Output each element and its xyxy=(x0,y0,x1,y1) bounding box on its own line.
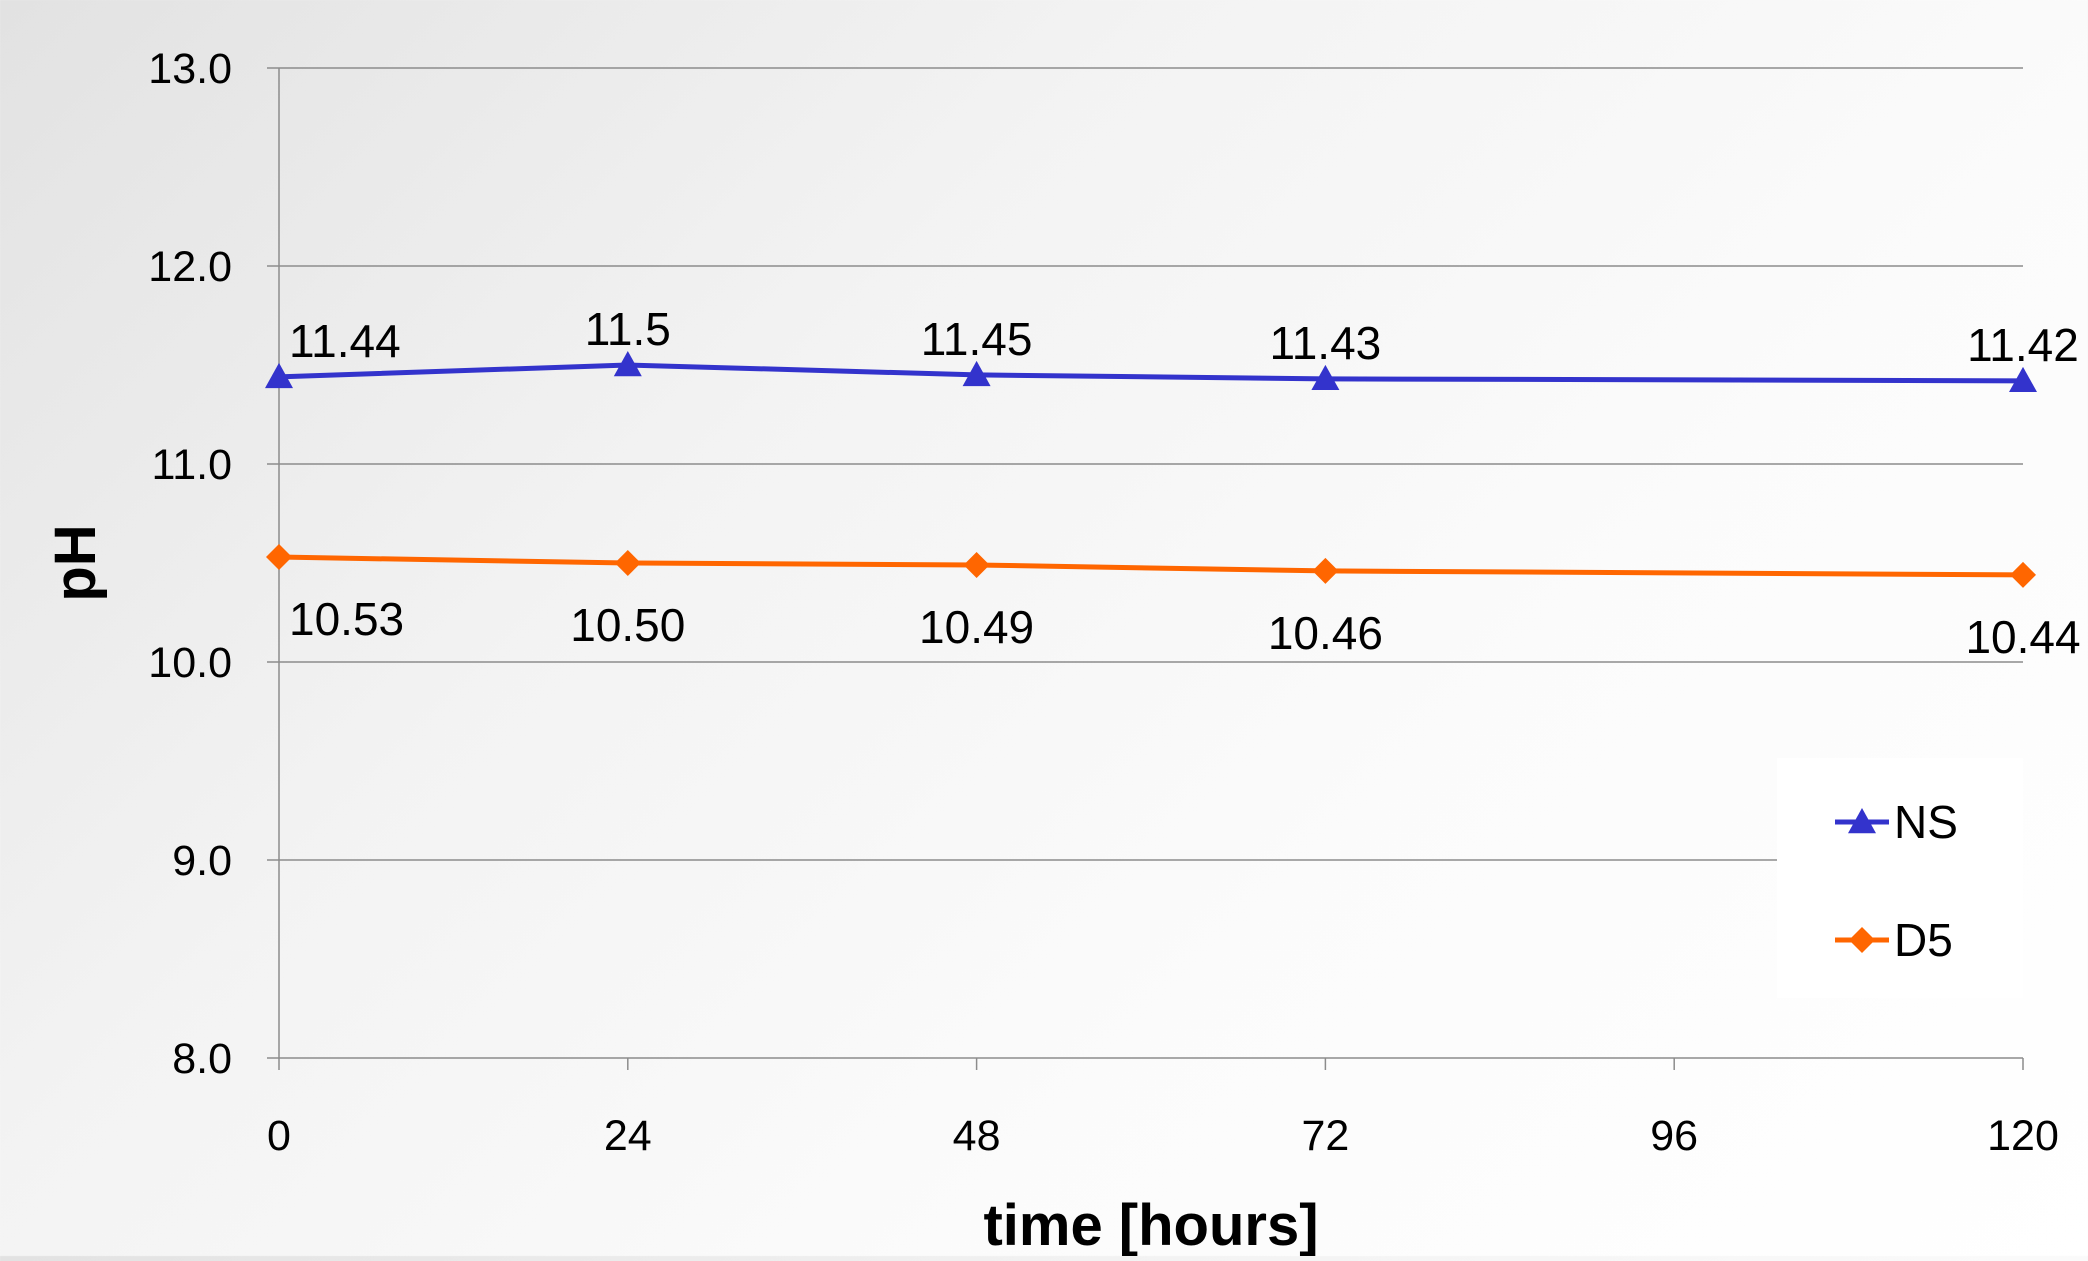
y-axis-title: pH xyxy=(43,524,108,601)
data-label-ns: 11.44 xyxy=(289,315,401,367)
y-tick-label: 12.0 xyxy=(148,243,232,291)
legend-box xyxy=(1777,758,2023,998)
data-point-d5 xyxy=(614,550,641,576)
data-label-d5: 10.50 xyxy=(570,599,685,651)
legend-marker-ns xyxy=(1848,808,1876,834)
data-point-ns xyxy=(2009,366,2037,393)
x-tick-label: 120 xyxy=(1987,1112,2059,1160)
data-label-d5: 10.49 xyxy=(919,601,1034,653)
x-tick-label: 24 xyxy=(604,1112,652,1160)
data-point-d5 xyxy=(2010,561,2036,588)
legend-label-d5: D5 xyxy=(1894,914,1953,966)
y-tick-label: 13.0 xyxy=(148,45,232,93)
data-label-ns: 11.45 xyxy=(921,313,1033,365)
data-label-ns: 11.5 xyxy=(585,303,671,355)
x-tick-label: 72 xyxy=(1301,1112,1349,1160)
data-point-ns xyxy=(265,362,293,389)
data-point-ns xyxy=(613,351,642,377)
x-tick-label: 48 xyxy=(953,1112,1001,1160)
data-point-d5 xyxy=(266,544,292,571)
data-label-d5: 10.53 xyxy=(289,593,404,645)
data-point-ns xyxy=(962,360,991,387)
data-label-ns: 11.43 xyxy=(1270,317,1382,369)
x-axis-title: time [hours] xyxy=(983,1193,1318,1256)
data-label-d5: 10.46 xyxy=(1268,607,1383,659)
x-tick-label: 0 xyxy=(267,1112,291,1160)
data-point-ns xyxy=(1311,364,1340,391)
data-point-d5 xyxy=(1312,557,1339,584)
data-label-d5: 10.44 xyxy=(1965,611,2080,663)
series-line-ns xyxy=(278,362,2024,384)
x-tick-label: 96 xyxy=(1650,1112,1698,1160)
series-line-d5 xyxy=(278,554,2024,578)
y-tick-label: 9.0 xyxy=(172,837,232,885)
legend-label-ns: NS xyxy=(1894,796,1958,848)
y-tick-label: 11.0 xyxy=(152,441,233,489)
legend-marker-d5 xyxy=(1849,927,1875,953)
y-tick-label: 10.0 xyxy=(148,639,232,687)
data-label-ns: 11.42 xyxy=(1967,319,2079,371)
y-tick-label: 8.0 xyxy=(172,1035,232,1083)
data-point-d5 xyxy=(963,551,990,578)
